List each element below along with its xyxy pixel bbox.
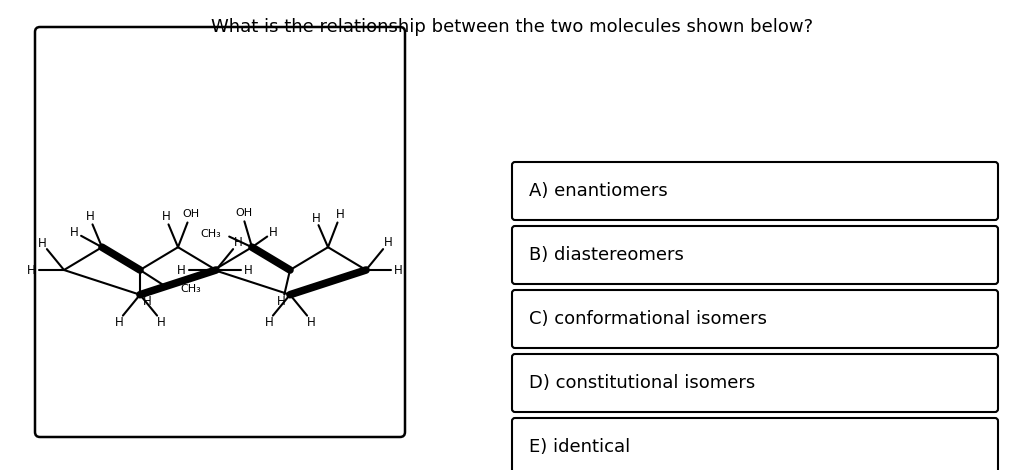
Text: H: H (162, 210, 170, 223)
Text: OH: OH (182, 209, 200, 219)
FancyBboxPatch shape (512, 354, 998, 412)
Text: CH₃: CH₃ (201, 229, 221, 239)
Text: D) constitutional isomers: D) constitutional isomers (529, 374, 756, 392)
Text: H: H (268, 226, 278, 239)
FancyBboxPatch shape (512, 226, 998, 284)
Text: B) diastereomers: B) diastereomers (529, 246, 684, 264)
Text: H: H (244, 264, 253, 276)
Text: H: H (265, 315, 273, 329)
Text: H: H (86, 210, 95, 223)
Text: H: H (142, 295, 152, 308)
Text: CH₃: CH₃ (180, 284, 201, 294)
Text: H: H (157, 315, 165, 329)
Text: E) identical: E) identical (529, 438, 630, 456)
Text: H: H (394, 264, 402, 276)
Text: H: H (177, 264, 186, 276)
Text: H: H (38, 237, 46, 250)
Text: H: H (336, 208, 344, 221)
Text: A) enantiomers: A) enantiomers (529, 182, 668, 200)
Text: H: H (71, 226, 79, 239)
Text: H: H (278, 295, 286, 308)
Text: H: H (306, 315, 315, 329)
Text: H: H (28, 264, 36, 276)
Text: What is the relationship between the two molecules shown below?: What is the relationship between the two… (211, 18, 813, 36)
Text: H: H (311, 212, 321, 225)
Text: OH: OH (236, 208, 253, 218)
FancyBboxPatch shape (512, 418, 998, 470)
FancyBboxPatch shape (512, 290, 998, 348)
Text: C) conformational isomers: C) conformational isomers (529, 310, 767, 328)
Text: H: H (115, 315, 124, 329)
FancyBboxPatch shape (512, 162, 998, 220)
Text: H: H (384, 236, 392, 249)
FancyBboxPatch shape (35, 27, 406, 437)
Text: H: H (233, 236, 243, 249)
